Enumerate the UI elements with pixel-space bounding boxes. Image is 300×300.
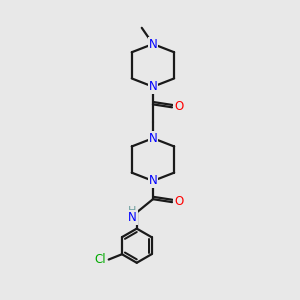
- Text: N: N: [128, 211, 137, 224]
- Text: N: N: [148, 80, 157, 93]
- Text: Cl: Cl: [95, 253, 106, 266]
- Text: O: O: [174, 195, 183, 208]
- Text: H: H: [128, 206, 136, 216]
- Text: N: N: [148, 132, 157, 145]
- Text: N: N: [148, 174, 157, 188]
- Text: O: O: [174, 100, 183, 113]
- Text: N: N: [148, 38, 157, 50]
